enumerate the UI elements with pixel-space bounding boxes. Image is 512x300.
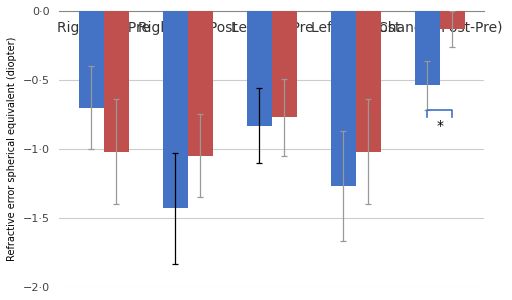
Bar (188, 11, 213, 156)
Bar (79, 11, 104, 108)
Y-axis label: Refractive error spherical equivalent (diopter): Refractive error spherical equivalent (d… (7, 37, 17, 261)
Bar (272, 11, 297, 117)
Bar (163, 11, 188, 208)
Bar (247, 11, 272, 125)
Text: *: * (436, 118, 443, 133)
Bar (104, 11, 129, 152)
Bar (331, 11, 356, 186)
Bar (356, 11, 381, 152)
Bar (415, 11, 440, 85)
Bar (440, 11, 465, 29)
